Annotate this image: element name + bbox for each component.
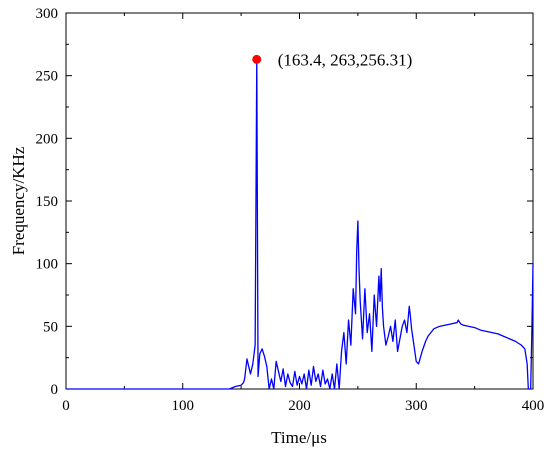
x-tick-label: 400 [522, 398, 545, 414]
x-axis-title: Time/μs [271, 428, 327, 447]
y-tick-label: 200 [36, 131, 59, 147]
peak-marker [252, 54, 262, 64]
peak-annotation-label: (163.4, 263,256.31) [278, 50, 413, 69]
plot-frame [65, 12, 534, 390]
y-tick-label: 300 [36, 6, 59, 22]
y-tick-label: 50 [43, 319, 58, 335]
y-tick-label: 150 [36, 194, 59, 210]
annotation-layer: (163.4, 263,256.31) [252, 50, 412, 69]
x-tick-label: 200 [288, 398, 311, 414]
y-axis-title: Frequency/KHz [9, 146, 28, 255]
y-tick-label: 0 [51, 382, 59, 398]
x-tick-label: 0 [62, 398, 70, 414]
series-layer [66, 58, 534, 390]
y-tick-label: 250 [36, 69, 59, 85]
ticks-layer [65, 12, 534, 390]
x-tick-label: 100 [172, 398, 195, 414]
tick-labels-layer: 0 100 200 300 400 0 50 100 150 200 250 300 [36, 6, 545, 414]
series-line [66, 58, 534, 390]
y-tick-label: 100 [36, 257, 59, 273]
x-tick-label: 300 [405, 398, 428, 414]
